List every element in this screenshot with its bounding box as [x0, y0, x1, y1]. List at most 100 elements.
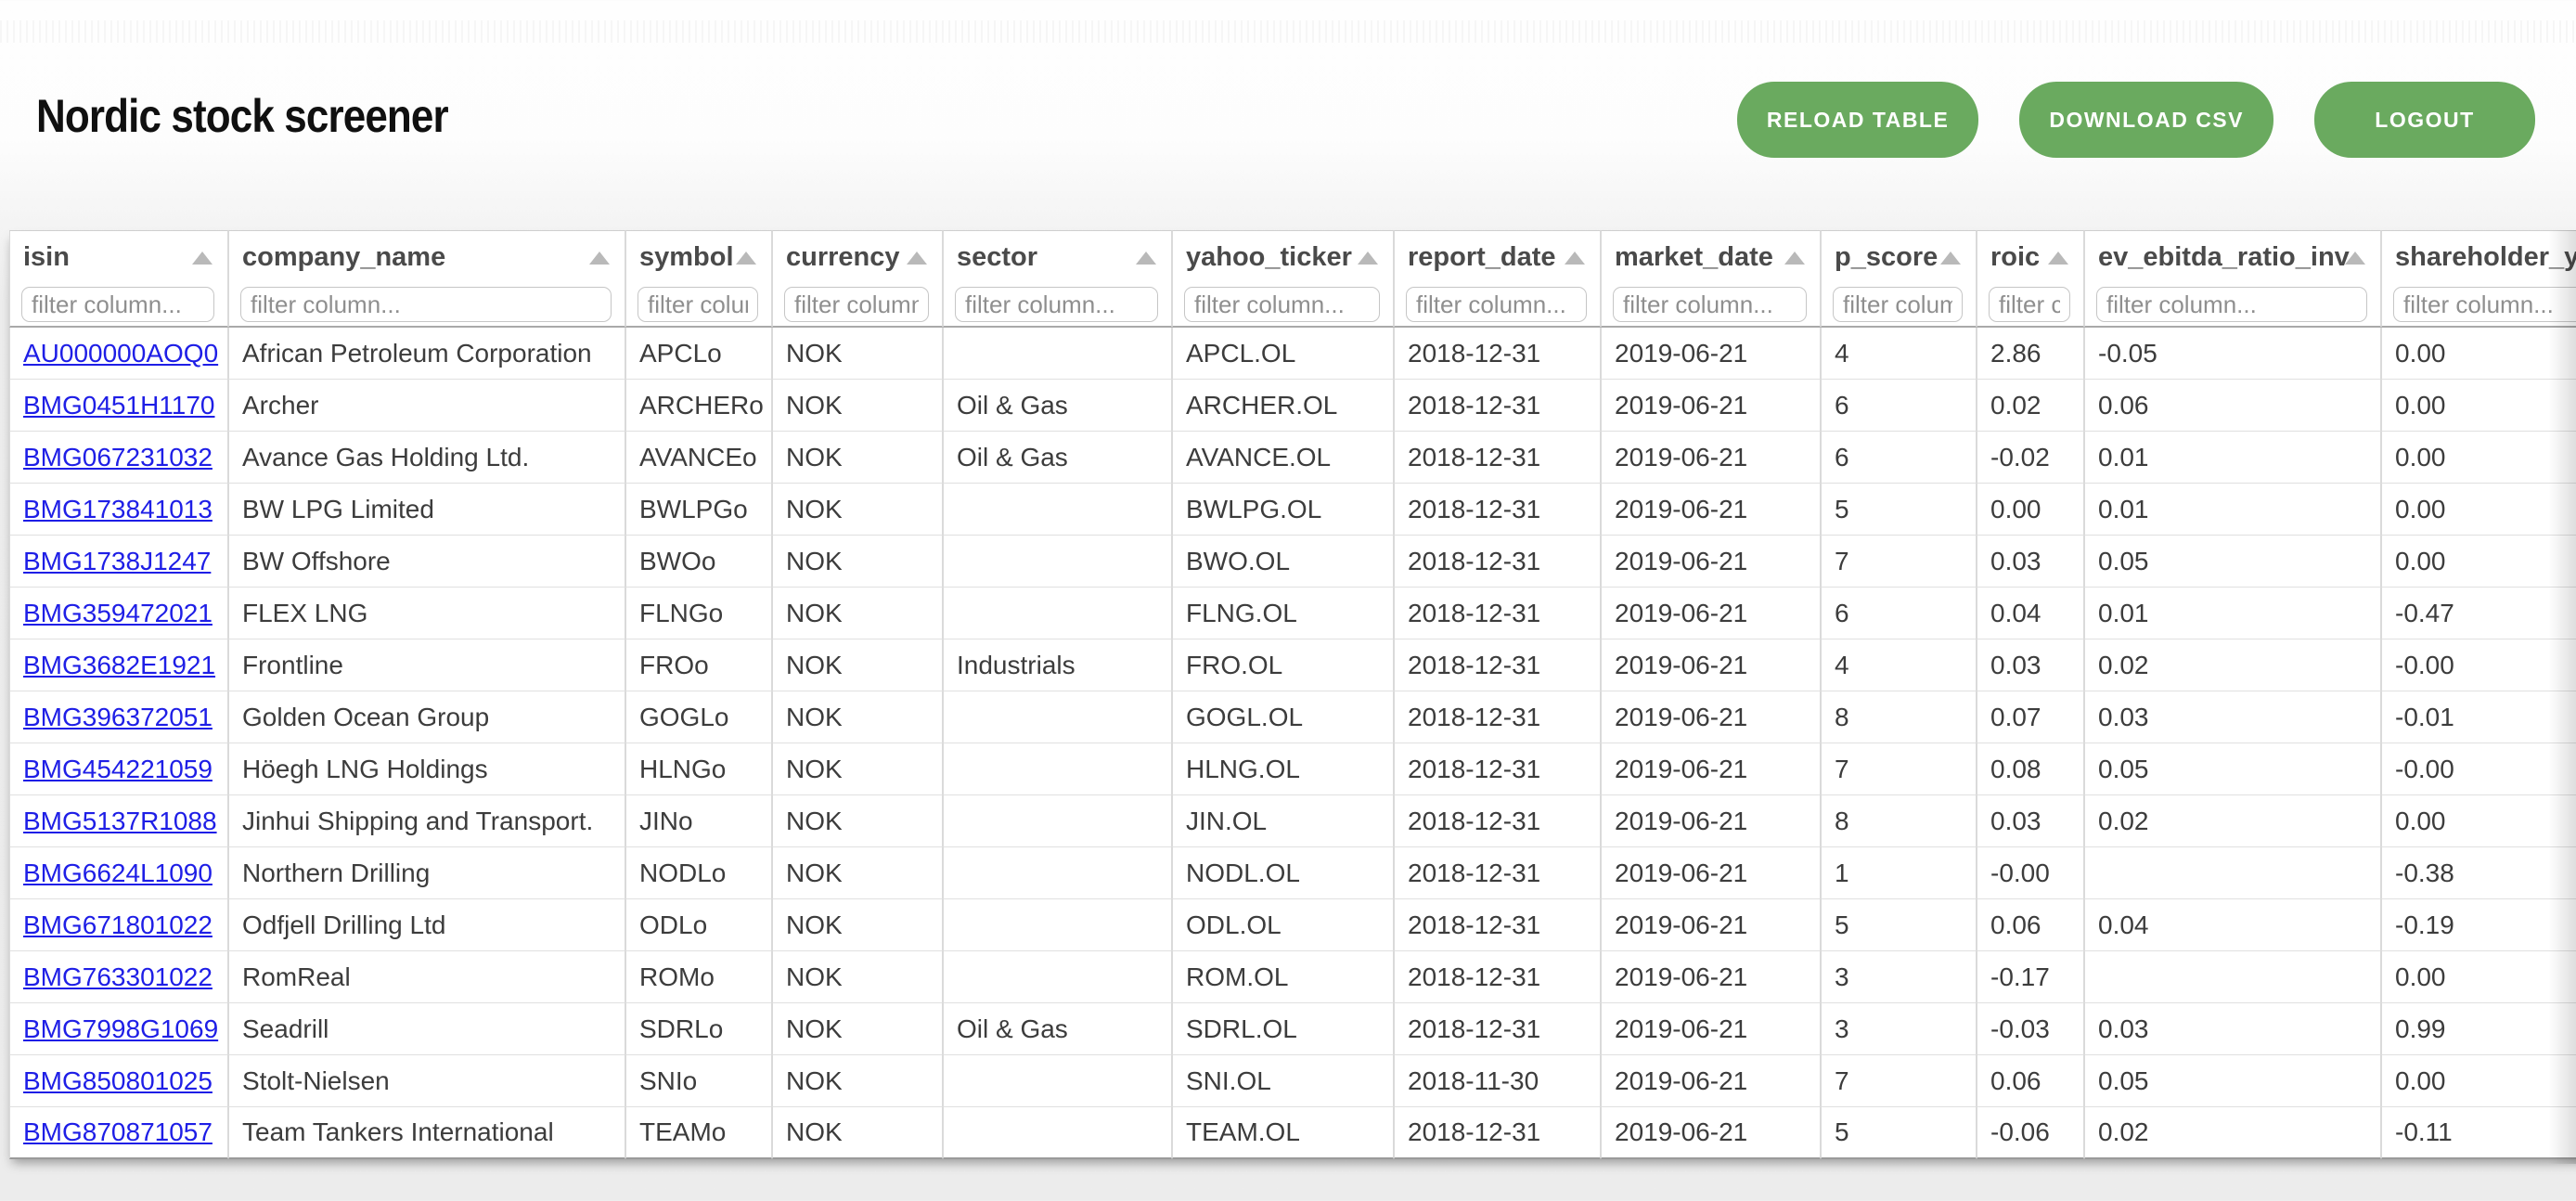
cell-sector: [943, 743, 1172, 795]
isin-link[interactable]: BMG7998G1069: [23, 1014, 219, 1043]
filter-cell-company_name: [228, 283, 625, 328]
column-header-company_name[interactable]: company_name: [228, 230, 625, 283]
filter-input-sector[interactable]: [955, 287, 1158, 322]
isin-link[interactable]: BMG671801022: [23, 910, 213, 939]
cell-company_name: Archer: [228, 380, 625, 432]
cell-roic: 0.08: [1977, 743, 2084, 795]
cell-sector: [943, 795, 1172, 847]
column-header-ev_ebitda_ratio_inv[interactable]: ev_ebitda_ratio_inv: [2084, 230, 2381, 283]
filter-input-symbol[interactable]: [638, 287, 758, 322]
column-header-report_date[interactable]: report_date: [1394, 230, 1601, 283]
filter-input-report_date[interactable]: [1406, 287, 1587, 322]
filter-cell-roic: [1977, 283, 2084, 328]
cell-market_date: 2019-06-21: [1601, 536, 1821, 588]
cell-market_date: 2019-06-21: [1601, 691, 1821, 743]
cell-currency: NOK: [772, 432, 943, 484]
filter-input-currency[interactable]: [784, 287, 929, 322]
isin-link[interactable]: BMG1738J1247: [23, 546, 212, 575]
filter-input-roic[interactable]: [1989, 287, 2070, 322]
column-header-symbol[interactable]: symbol: [625, 230, 772, 283]
isin-link[interactable]: BMG173841013: [23, 494, 213, 523]
isin-link[interactable]: BMG067231032: [23, 442, 213, 471]
cell-sector: [943, 847, 1172, 899]
cell-sector: [943, 536, 1172, 588]
filter-input-yahoo_ticker[interactable]: [1184, 287, 1380, 322]
column-header-roic[interactable]: roic: [1977, 230, 2084, 283]
cell-currency: NOK: [772, 588, 943, 639]
isin-link[interactable]: AU000000AOQ0: [23, 338, 219, 368]
filter-input-p_score[interactable]: [1833, 287, 1963, 322]
isin-link[interactable]: BMG454221059: [23, 754, 213, 783]
cell-shareholder_yield: 0.00: [2381, 432, 2576, 484]
cell-ev_ebitda_ratio_inv: 0.01: [2084, 588, 2381, 639]
action-button-row: RELOAD TABLE DOWNLOAD CSV LOGOUT: [1736, 82, 2535, 158]
cell-ev_ebitda_ratio_inv: -0.05: [2084, 328, 2381, 380]
cell-isin: BMG6624L1090: [9, 847, 228, 899]
isin-link[interactable]: BMG0451H1170: [23, 390, 215, 420]
cell-shareholder_yield: 0.00: [2381, 328, 2576, 380]
cell-ev_ebitda_ratio_inv: 0.06: [2084, 380, 2381, 432]
cell-symbol: SDRLo: [625, 1003, 772, 1055]
cell-ev_ebitda_ratio_inv: 0.01: [2084, 432, 2381, 484]
cell-currency: NOK: [772, 1003, 943, 1055]
table-row: BMG067231032 Avance Gas Holding Ltd. AVANC…: [9, 432, 2576, 484]
column-header-p_score[interactable]: p_score: [1821, 230, 1977, 283]
cell-roic: 2.86: [1977, 328, 2084, 380]
isin-link[interactable]: BMG763301022: [23, 962, 213, 991]
cell-roic: 0.00: [1977, 484, 2084, 536]
cell-isin: BMG067231032: [9, 432, 228, 484]
cell-isin: BMG850801025: [9, 1055, 228, 1107]
column-header-yahoo_ticker[interactable]: yahoo_ticker: [1172, 230, 1394, 283]
isin-link[interactable]: BMG870871057: [23, 1117, 213, 1146]
filter-input-ev_ebitda_ratio_inv[interactable]: [2096, 287, 2367, 322]
column-header-market_date[interactable]: market_date: [1601, 230, 1821, 283]
isin-link[interactable]: BMG396372051: [23, 702, 213, 731]
isin-link[interactable]: BMG3682E1921: [23, 650, 216, 679]
cell-ev_ebitda_ratio_inv: 0.03: [2084, 1003, 2381, 1055]
cell-symbol: APCLo: [625, 328, 772, 380]
cell-shareholder_yield: -0.47: [2381, 588, 2576, 639]
cell-p_score: 3: [1821, 951, 1977, 1003]
isin-link[interactable]: BMG359472021: [23, 598, 213, 627]
cell-ev_ebitda_ratio_inv: 0.03: [2084, 691, 2381, 743]
cell-roic: 0.06: [1977, 899, 2084, 951]
cell-symbol: TEAMo: [625, 1107, 772, 1159]
cell-isin: BMG5137R1088: [9, 795, 228, 847]
cell-report_date: 2018-12-31: [1394, 795, 1601, 847]
cell-sector: [943, 1055, 1172, 1107]
cell-symbol: BWOo: [625, 536, 772, 588]
reload-table-button[interactable]: RELOAD TABLE: [1736, 82, 1979, 158]
cell-symbol: FROo: [625, 639, 772, 691]
cell-report_date: 2018-12-31: [1394, 1107, 1601, 1159]
isin-link[interactable]: BMG6624L1090: [23, 858, 213, 887]
isin-link[interactable]: BMG5137R1088: [23, 806, 217, 835]
filter-input-isin[interactable]: [21, 287, 214, 322]
cell-sector: Oil & Gas: [943, 1003, 1172, 1055]
sort-asc-icon: [736, 252, 756, 265]
column-header-shareholder_yield[interactable]: shareholder_yield: [2381, 230, 2576, 283]
logout-button[interactable]: LOGOUT: [2314, 82, 2535, 158]
cell-ev_ebitda_ratio_inv: 0.05: [2084, 1055, 2381, 1107]
column-label: yahoo_ticker: [1186, 241, 1352, 272]
cell-currency: NOK: [772, 951, 943, 1003]
isin-link[interactable]: BMG850801025: [23, 1065, 213, 1095]
cell-isin: BMG1738J1247: [9, 536, 228, 588]
cell-market_date: 2019-06-21: [1601, 795, 1821, 847]
filter-input-shareholder_yield[interactable]: [2393, 287, 2576, 322]
download-csv-button[interactable]: DOWNLOAD CSV: [2019, 82, 2273, 158]
cell-report_date: 2018-12-31: [1394, 432, 1601, 484]
cell-yahoo_ticker: NODL.OL: [1172, 847, 1394, 899]
filter-input-company_name[interactable]: [240, 287, 612, 322]
cell-isin: AU000000AOQ0: [9, 328, 228, 380]
column-header-isin[interactable]: isin: [9, 230, 228, 283]
cell-roic: 0.06: [1977, 1055, 2084, 1107]
sort-asc-icon: [1565, 252, 1585, 265]
column-header-currency[interactable]: currency: [772, 230, 943, 283]
stock-table: isin company_name symbol currency sector yaho…: [9, 230, 2576, 1159]
column-label: ev_ebitda_ratio_inv: [2098, 241, 2350, 272]
column-header-sector[interactable]: sector: [943, 230, 1172, 283]
filter-cell-report_date: [1394, 283, 1601, 328]
filter-input-market_date[interactable]: [1613, 287, 1807, 322]
cell-report_date: 2018-12-31: [1394, 951, 1601, 1003]
cell-isin: BMG359472021: [9, 588, 228, 639]
